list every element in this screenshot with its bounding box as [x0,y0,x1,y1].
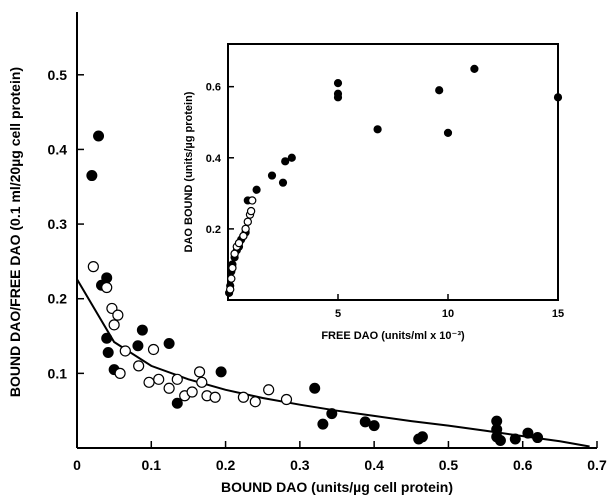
main-open-point [193,366,206,378]
main-open-point [114,367,126,379]
inset-filled-point [287,153,296,162]
inset-open-point [230,249,239,258]
inset-frame [227,43,559,301]
main-filled-point [494,435,506,447]
inset-open-point [243,217,252,226]
inset-filled-point [443,128,453,137]
main-filled-point [136,324,148,336]
main-filled-point [215,366,227,378]
inset-open-point [225,285,235,294]
main-open-point [171,373,183,385]
main-filled-point [368,420,380,432]
main-x-tick-label: 0.4 [364,457,384,473]
main-filled-point [101,272,113,284]
inset-open-point [246,206,256,216]
main-filled-point [317,418,329,430]
main-filled-point [102,346,114,358]
main-open-point [249,396,261,408]
inset-x-tick-label: 15 [552,308,564,320]
inset-x-tick-label: 5 [335,308,341,320]
inset-y-tick-label: 0.4 [206,153,222,165]
inset-filled-point [252,185,261,194]
inset-filled-point [435,86,444,95]
inset-filled-point [267,171,277,180]
inset-open-point [239,231,248,241]
main-filled-point [86,170,98,182]
main-x-tick-label: 0.2 [216,457,236,473]
inset-open-point [227,274,236,283]
main-open-point [153,373,165,385]
main-fit-curve [76,278,590,448]
main-data-points [86,130,544,447]
inset-x-tick-label: 10 [442,308,454,320]
main-filled-point [163,338,175,349]
main-x-ticks: 0 0.1 0.2 0.3 0.4 0.5 0.6 0.7 [73,441,607,473]
main-open-point [119,345,131,357]
inset-filled-point [333,79,343,88]
main-filled-point [416,431,428,443]
inset-y-axis-title: DAO BOUND (units/µg protein) [183,91,195,252]
inset-filled-point [281,157,290,166]
main-filled-point [93,130,105,142]
main-open-point [143,376,155,388]
main-filled-point [171,397,183,409]
main-filled-point [326,408,338,420]
main-x-axis-title: BOUND DAO (units/µg cell protein) [221,479,453,495]
main-x-tick-label: 0 [73,457,81,473]
main-filled-point [132,340,144,352]
inset-open-point [247,196,257,205]
main-open-point [186,386,198,398]
main-y-tick-label: 0.1 [48,365,68,381]
main-filled-point [532,432,544,444]
main-open-point [147,343,160,356]
main-x-tick-label: 0.6 [513,457,533,473]
inset-open-point [234,238,244,248]
inset-filled-point [333,93,343,102]
main-y-tick-label: 0.2 [48,291,68,307]
main-chart: 0 0.1 0.2 0.3 0.4 0.5 0.6 0.7 0.1 0.2 0.3 0.4 0.5 B… [7,12,607,495]
main-filled-point [101,332,113,344]
main-filled-point [309,382,321,394]
main-open-point [133,360,145,372]
main-open-point [237,391,249,403]
main-filled-point [509,433,521,445]
inset-y-ticks: 0.2 0.4 0.6 [206,82,234,236]
inset-y-tick-label: 0.6 [206,82,221,94]
main-y-tick-label: 0.5 [48,67,68,83]
inset-x-axis-title: FREE DAO (units/ml x 10⁻³) [321,330,465,342]
main-x-tick-label: 0.3 [290,457,310,473]
inset-x-ticks: 5 10 15 [335,294,564,320]
inset-filled-point [373,125,382,134]
inset-chart: 5 10 15 0.2 0.4 0.6 FREE DAO (units/ml x 10⁻… [183,43,564,342]
main-open-point [112,309,124,321]
main-open-point [196,376,208,388]
inset-open-point [241,224,250,234]
main-y-ticks: 0.1 0.2 0.3 0.4 0.5 [48,67,84,381]
main-y-tick-label: 0.3 [48,216,68,232]
main-y-axis-title: BOUND DAO/FREE DAO (0.1 ml/20µg cell pro… [7,67,23,397]
inset-open-point [228,263,237,273]
inset-filled-point [553,93,563,102]
inset-data-points [225,64,563,297]
main-x-tick-label: 0.7 [587,457,607,473]
main-x-tick-label: 0.5 [439,457,459,473]
main-y-tick-label: 0.4 [48,141,68,157]
inset-filled-point [470,64,479,73]
main-filled-point [522,427,534,439]
main-open-point [280,393,293,406]
main-open-point [87,261,99,273]
main-open-point [108,319,120,331]
main-open-point [101,281,113,294]
inset-y-tick-label: 0.2 [206,224,221,236]
main-open-point [263,384,275,396]
main-open-point [209,391,221,403]
main-x-tick-label: 0.1 [142,457,162,473]
main-open-point [163,382,175,394]
inset-filled-point [278,178,288,187]
